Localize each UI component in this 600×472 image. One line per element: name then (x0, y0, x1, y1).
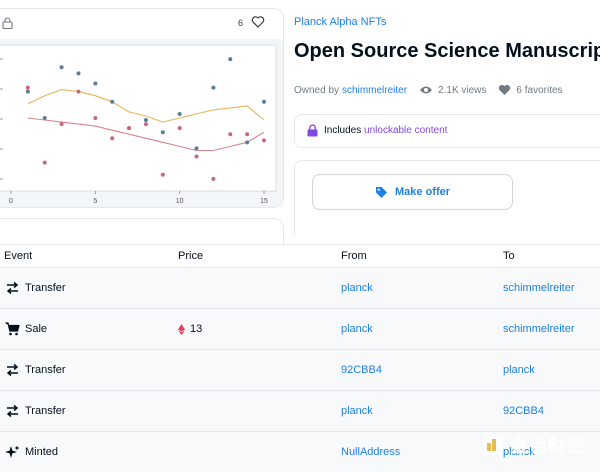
blue-data-point (160, 130, 165, 135)
transfer-icon (6, 363, 19, 377)
to-column-header: To (503, 250, 515, 262)
event-name: Sale (25, 323, 48, 335)
blue-data-point (59, 65, 64, 70)
make-offer-button[interactable]: Make offer (312, 174, 513, 210)
red-trend-line (27, 117, 265, 152)
x-tick-label: 5 (93, 198, 97, 205)
nft-chart-image: 0 5 10 15 (0, 39, 283, 207)
table-row[interactable]: Transfer 92CBB4 planck (0, 349, 600, 390)
owner-link[interactable]: schimmelreiter (342, 84, 408, 96)
red-data-point (110, 136, 115, 141)
watermark-logo-icon (483, 435, 503, 455)
x-tick-label: 10 (176, 198, 184, 205)
eth-icon (178, 323, 185, 335)
red-data-point (211, 176, 216, 181)
to-link[interactable]: planck (503, 446, 535, 458)
to-link[interactable]: 92CBB4 (503, 405, 544, 417)
unlockable-prefix: Includes (324, 125, 362, 136)
from-link[interactable]: planck (341, 323, 373, 335)
watermark-text: 金色财经 (510, 436, 586, 456)
red-data-point (177, 126, 182, 131)
x-tick-label: 0 (9, 198, 13, 205)
make-offer-label: Make offer (394, 186, 451, 198)
cart-icon (5, 322, 20, 336)
blue-data-point (262, 99, 266, 104)
blue-data-point (76, 71, 81, 76)
blue-data-point (228, 57, 233, 62)
to-link[interactable]: planck (503, 364, 535, 376)
red-data-point (25, 85, 30, 90)
event-name: Transfer (25, 405, 66, 417)
blue-data-point (25, 89, 30, 94)
offer-panel: Make offer (294, 160, 600, 235)
favorite-count: 6 (238, 18, 244, 28)
owned-by-label: Owned by (294, 84, 340, 96)
lock-icon (2, 17, 13, 29)
from-link[interactable]: 92CBB4 (341, 364, 382, 376)
unlockable-content-box[interactable]: Includes unlockable content (294, 114, 600, 148)
scatter-chart: 0 5 10 15 (0, 44, 277, 205)
price-column-header: Price (178, 250, 204, 262)
blue-data-point (177, 111, 182, 116)
views-count: 2.1K views (438, 84, 487, 96)
sparkle-icon (5, 445, 20, 458)
red-data-point (262, 138, 266, 143)
red-data-point (245, 132, 250, 137)
table-row[interactable]: Transfer planck 92CBB4 (0, 390, 600, 431)
transfer-icon (6, 404, 19, 418)
blue-data-point (93, 81, 98, 86)
unlockable-link[interactable]: unlockable content (364, 125, 448, 136)
orange-trend-line (27, 89, 265, 123)
unlockable-text: Includes unlockable content (324, 125, 447, 136)
event-name: Minted (25, 446, 59, 458)
watermark: 金色财经 (482, 432, 586, 458)
blue-data-point (211, 85, 216, 90)
page-title: Open Source Science Manuscript (294, 40, 600, 62)
blue-data-point (194, 146, 199, 151)
event-column-header: Event (4, 250, 33, 262)
red-data-point (42, 160, 47, 165)
red-data-point (143, 122, 148, 127)
owner-row: Owned by schimmelreiter 2.1K views 6 fav… (294, 84, 563, 96)
to-link[interactable]: schimmelreiter (503, 282, 575, 294)
favorite-heart-icon[interactable] (251, 15, 265, 29)
padlock-icon (307, 124, 318, 137)
nft-image-card: 6 0 5 10 15 (0, 8, 284, 208)
table-row[interactable]: Sale 13 planck schimmelreiter (0, 308, 600, 349)
to-link[interactable]: schimmelreiter (503, 323, 575, 335)
chart-plot-area (0, 44, 277, 192)
table-header: Event Price From To (0, 244, 600, 267)
blue-data-point (110, 99, 115, 104)
x-tick-label: 15 (260, 198, 268, 205)
event-name: Transfer (25, 364, 66, 376)
from-column-header: From (341, 250, 367, 262)
from-link[interactable]: NullAddress (341, 446, 401, 458)
blue-data-point (245, 140, 250, 145)
red-data-point (76, 89, 81, 94)
price-cell: 13 (178, 323, 202, 335)
blue-data-point (42, 116, 47, 120)
from-link[interactable]: planck (341, 405, 373, 417)
event-name: Transfer (25, 282, 66, 294)
image-card-lower-edge (0, 218, 284, 245)
tag-icon (375, 186, 387, 198)
heart-icon (499, 84, 511, 95)
red-data-point (59, 122, 64, 127)
blue-data-point (143, 118, 148, 123)
transfer-icon (6, 281, 19, 295)
table-row[interactable]: Transfer planck schimmelreiter (0, 267, 600, 308)
red-data-point (228, 132, 233, 137)
red-data-point (127, 126, 132, 131)
price-value: 13 (190, 323, 203, 335)
eye-icon (420, 86, 433, 94)
red-data-point (93, 116, 98, 120)
collection-link[interactable]: Planck Alpha NFTs (294, 16, 387, 28)
favorites-count: 6 favorites (516, 84, 563, 96)
from-link[interactable]: planck (341, 282, 373, 294)
image-card-header: 6 (0, 9, 283, 35)
red-data-point (194, 154, 199, 159)
red-data-point (160, 172, 165, 177)
